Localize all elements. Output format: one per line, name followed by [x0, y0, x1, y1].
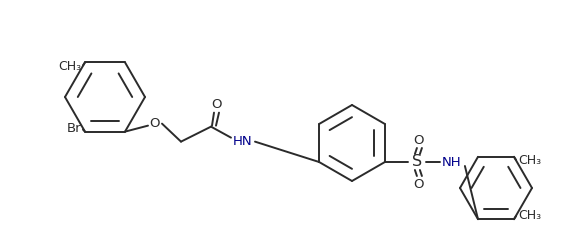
Text: CH₃: CH₃: [518, 209, 541, 222]
Text: NH: NH: [442, 155, 462, 169]
Text: O: O: [414, 133, 424, 146]
Text: S: S: [412, 154, 422, 170]
Text: CH₃: CH₃: [58, 60, 81, 73]
Text: O: O: [150, 117, 160, 130]
Text: CH₃: CH₃: [518, 154, 541, 167]
Text: O: O: [211, 98, 221, 111]
Text: O: O: [414, 177, 424, 191]
Text: HN: HN: [233, 135, 253, 148]
Text: Br: Br: [66, 122, 81, 135]
